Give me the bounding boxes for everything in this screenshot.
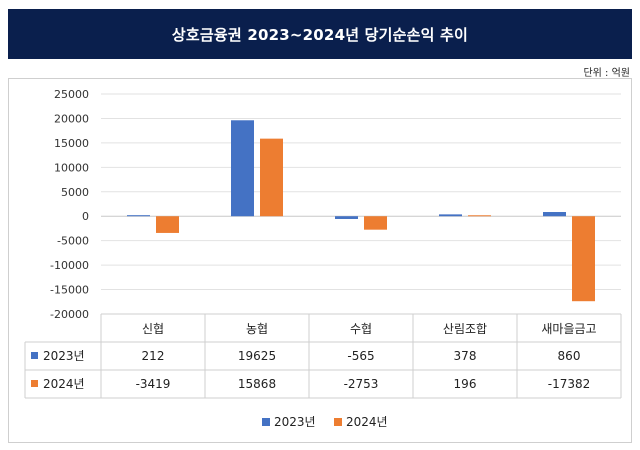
data-label: 196 xyxy=(454,377,477,391)
bar xyxy=(127,215,150,217)
series-label: 2024년 xyxy=(43,377,85,391)
legend-label: 2024년 xyxy=(346,415,388,429)
data-label: 15868 xyxy=(238,377,276,391)
bar xyxy=(543,212,566,217)
y-tick-label: -15000 xyxy=(50,284,89,297)
bar xyxy=(156,216,179,233)
y-tick-label: 20000 xyxy=(54,112,89,125)
bar xyxy=(572,216,595,302)
data-table: 신협 농협 수협 산림조합 새마을금고 2023년 212 19625 -565 378 860 20… xyxy=(24,313,622,399)
category-label: 산림조합 xyxy=(443,322,487,336)
data-label: -565 xyxy=(347,349,374,363)
data-label: -3419 xyxy=(136,377,171,391)
data-label: 212 xyxy=(142,349,165,363)
legend: 2023년 2024년 xyxy=(262,415,388,429)
y-tick-label: -10000 xyxy=(50,259,89,272)
legend-label: 2023년 xyxy=(274,415,316,429)
category-label: 농협 xyxy=(246,322,268,336)
y-tick-label: 0 xyxy=(82,210,89,223)
data-label: -2753 xyxy=(344,377,379,391)
data-label: 860 xyxy=(558,349,581,363)
y-tick-label: 25000 xyxy=(54,88,89,101)
y-axis: 25000 20000 15000 10000 5000 0 -5000 -10000 -150… xyxy=(50,88,89,321)
series-label: 2023년 xyxy=(43,349,85,363)
unit-label: 단위 : 억원 xyxy=(583,68,630,79)
y-tick-label: -20000 xyxy=(50,308,89,321)
y-tick-label: 15000 xyxy=(54,137,89,150)
data-label: 378 xyxy=(454,349,477,363)
series-swatch xyxy=(31,352,38,359)
y-tick-label: 10000 xyxy=(54,161,89,174)
bar xyxy=(231,120,254,217)
chart-title: 상호금융권 2023~2024년 당기순손익 추이 xyxy=(8,9,632,59)
legend-swatch xyxy=(334,418,342,426)
y-tick-label: -5000 xyxy=(57,235,89,248)
bar xyxy=(439,214,462,217)
chart-svg: 25000 20000 15000 10000 5000 0 -5000 -10000 -150… xyxy=(24,88,622,429)
data-label: -17382 xyxy=(548,377,591,391)
legend-swatch xyxy=(262,418,270,426)
bar-layer xyxy=(127,120,595,302)
data-label: 19625 xyxy=(238,349,276,363)
chart-frame: 25000 20000 15000 10000 5000 0 -5000 -10000 -150… xyxy=(8,78,632,443)
grid-layer xyxy=(101,93,621,315)
category-label: 신협 xyxy=(142,322,164,336)
category-label: 수협 xyxy=(350,322,372,336)
bar xyxy=(260,138,283,217)
bar xyxy=(468,215,491,217)
series-swatch xyxy=(31,380,38,387)
bar xyxy=(335,216,358,219)
bar xyxy=(364,216,387,230)
category-label: 새마을금고 xyxy=(541,322,596,336)
y-tick-label: 5000 xyxy=(61,186,89,199)
